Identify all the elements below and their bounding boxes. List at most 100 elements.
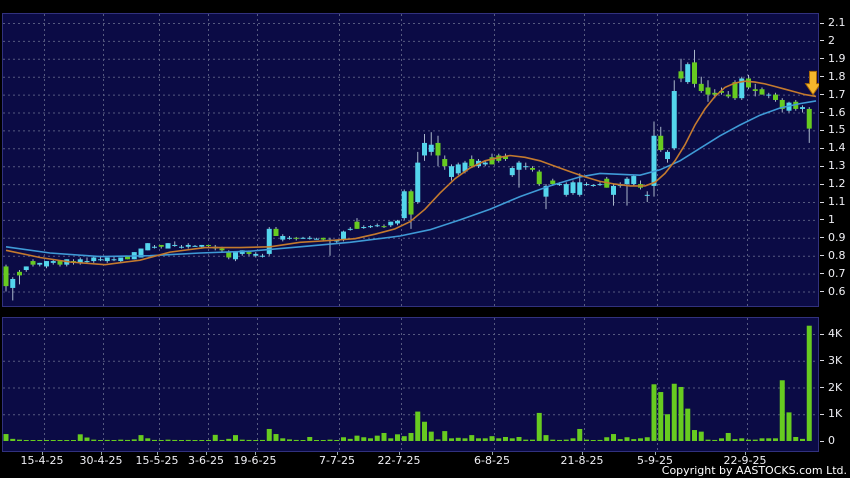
candle-up <box>395 220 400 224</box>
volume-bar <box>779 380 785 441</box>
axis-tick <box>820 22 824 24</box>
volume-bar <box>665 414 670 441</box>
volume-bar <box>131 439 137 441</box>
volume-bar <box>57 440 63 441</box>
volume-bar <box>125 439 130 441</box>
candle-up <box>590 184 596 186</box>
candle-down <box>530 167 535 170</box>
candle-up <box>611 185 616 195</box>
candle-down <box>469 159 475 167</box>
volume-bar <box>577 428 583 441</box>
volume-bar <box>91 439 97 441</box>
candle-down <box>759 89 765 95</box>
volume-bar <box>158 440 164 441</box>
volume-bar <box>678 386 684 441</box>
volume-bar <box>233 435 238 441</box>
candle-down <box>246 252 252 254</box>
volume-bar <box>145 438 151 441</box>
volume-bar <box>800 438 805 441</box>
candle-up <box>388 221 394 226</box>
candle-up <box>287 237 292 239</box>
candle-down <box>779 99 785 109</box>
price-panel[interactable] <box>2 13 819 307</box>
candle-down <box>698 83 704 92</box>
candle-up <box>199 244 205 247</box>
candle-down <box>354 221 360 229</box>
volume-bar <box>698 431 704 441</box>
candle-up <box>192 245 198 247</box>
axis-tick <box>820 147 824 149</box>
candle-up <box>37 262 43 265</box>
axis-tick <box>820 165 824 167</box>
candle-up <box>185 244 191 247</box>
volume-bar <box>746 439 751 441</box>
volume-bar <box>550 439 556 441</box>
price-axis-label: 1.7 <box>820 88 846 102</box>
candle-up <box>739 78 745 99</box>
volume-bar <box>624 437 630 441</box>
date-tick <box>745 452 746 455</box>
candle-up <box>368 226 373 228</box>
volume-bar <box>496 438 502 441</box>
volume-panel[interactable] <box>2 317 819 452</box>
volume-bar <box>570 438 576 441</box>
candle-up <box>401 191 407 219</box>
volume-bar <box>293 439 299 441</box>
volume-bar <box>489 436 495 441</box>
volume-bar <box>199 440 205 441</box>
volume-bar <box>611 434 616 441</box>
candle-down <box>435 142 441 156</box>
axis-tick <box>820 413 824 415</box>
candle-down <box>806 108 812 129</box>
volume-bar <box>37 440 43 441</box>
volume-axis-label: 3K <box>820 354 842 368</box>
candle-up <box>145 243 151 251</box>
candle-down <box>293 237 299 239</box>
candle-up <box>685 64 691 83</box>
volume-bar <box>219 439 225 441</box>
price-axis-label: 1.1 <box>820 195 846 209</box>
candle-up <box>428 144 434 152</box>
volume-axis-label: 2K <box>820 381 842 395</box>
price-axis-label: 1.2 <box>820 177 846 191</box>
volume-bar <box>64 440 70 441</box>
candle-down <box>658 135 664 151</box>
axis-tick <box>820 237 824 239</box>
axis-tick <box>820 219 824 221</box>
price-chart-svg[interactable] <box>2 13 819 307</box>
volume-bar <box>719 438 724 441</box>
volume-bar <box>10 438 16 441</box>
volume-bar <box>307 436 313 441</box>
price-axis-label: 2 <box>820 34 835 48</box>
volume-bar <box>435 439 441 441</box>
volume-bar <box>469 435 475 441</box>
date-axis-label: 22-9-25 <box>723 454 767 467</box>
volume-bar <box>327 439 333 441</box>
volume-bar <box>793 436 799 441</box>
candle-up <box>266 228 272 254</box>
volume-bar <box>482 438 488 441</box>
volume-bar <box>422 421 427 441</box>
volume-bar <box>23 440 29 441</box>
axis-tick <box>820 129 824 131</box>
price-axis-label: 1.4 <box>820 141 846 155</box>
volume-bar <box>766 438 772 441</box>
volume-bar <box>462 438 468 441</box>
price-axis-label: 1.9 <box>820 52 846 66</box>
volume-bar <box>712 439 718 441</box>
volume-chart-svg[interactable] <box>2 317 819 452</box>
candle-down <box>3 266 9 287</box>
candle-up <box>347 228 353 230</box>
volume-bar <box>617 439 623 441</box>
axis-tick <box>820 76 824 78</box>
candle-up <box>624 178 630 185</box>
volume-bar <box>212 434 218 441</box>
candle-up <box>523 166 529 168</box>
price-axis-label: 2.1 <box>820 16 846 30</box>
candle-up <box>584 184 589 186</box>
candle-up <box>516 162 522 170</box>
volume-bar <box>273 434 279 441</box>
volume-bar <box>253 440 259 441</box>
date-tick <box>255 452 256 455</box>
